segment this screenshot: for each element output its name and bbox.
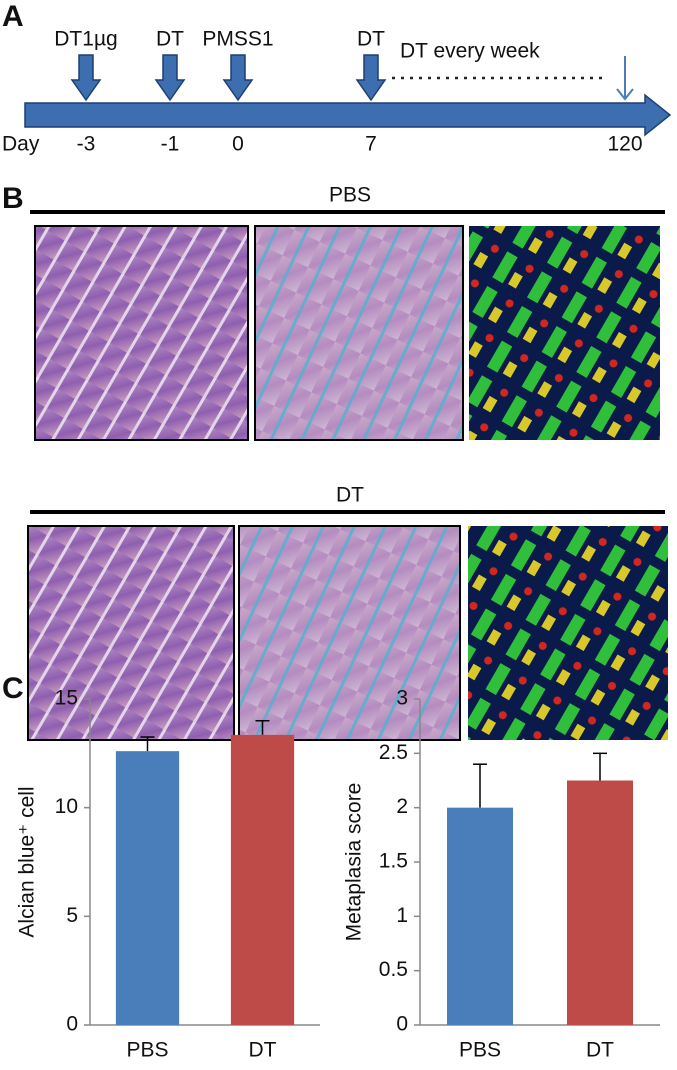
group-label: DT <box>336 484 364 507</box>
end-day: 120 <box>607 133 642 156</box>
bar <box>115 751 180 1025</box>
timeline-arrow <box>24 93 672 137</box>
x-tick-label: DT <box>249 1039 277 1062</box>
day-label: Day <box>2 133 40 156</box>
y-tick-label: 0 <box>396 1013 408 1036</box>
event-day: 7 <box>365 133 377 156</box>
y-tick-label: 1 <box>396 904 408 927</box>
down-arrow <box>154 54 186 102</box>
panel-label: B <box>2 182 24 215</box>
y-tick-label: 0 <box>66 1013 78 1036</box>
y-tick-label: 15 <box>55 687 78 710</box>
bar <box>447 807 513 1025</box>
y-tick-label: 2 <box>396 795 408 818</box>
he-image <box>34 225 249 441</box>
fluorescence-image <box>468 526 668 740</box>
note: DT every week <box>400 40 540 63</box>
bar <box>567 780 633 1025</box>
y-tick-label: 3 <box>396 687 408 710</box>
y-axis-label: Alcian blue⁺ cell <box>16 786 39 937</box>
group-label: PBS <box>329 184 371 207</box>
down-arrow <box>355 54 387 102</box>
event-label: PMSS1 <box>202 28 273 51</box>
alcian-image <box>254 225 464 441</box>
alcian-image <box>238 525 461 741</box>
panel-label: A <box>2 0 24 33</box>
event-day: 0 <box>232 133 244 156</box>
y-tick-label: 2.5 <box>379 741 408 764</box>
x-tick-label: PBS <box>126 1039 168 1062</box>
panel-label: C <box>2 672 24 705</box>
y-tick-label: 5 <box>66 904 78 927</box>
event-label: DT1µg <box>54 28 117 51</box>
down-arrow <box>70 54 102 102</box>
y-axis-label: Metaplasia score <box>343 783 366 942</box>
bar <box>230 734 295 1025</box>
event-day: -3 <box>77 133 96 156</box>
down-arrow <box>222 54 254 102</box>
fluorescence-image <box>469 226 660 440</box>
event-label: DT <box>156 28 184 51</box>
y-tick-label: 10 <box>55 795 78 818</box>
he-image <box>27 525 235 741</box>
event-label: DT <box>357 28 385 51</box>
x-tick-label: PBS <box>459 1039 501 1062</box>
event-day: -1 <box>161 133 180 156</box>
y-tick-label: 0.5 <box>379 958 408 981</box>
x-tick-label: DT <box>586 1039 614 1062</box>
y-tick-label: 1.5 <box>379 850 408 873</box>
end-arrow-head <box>616 88 634 101</box>
